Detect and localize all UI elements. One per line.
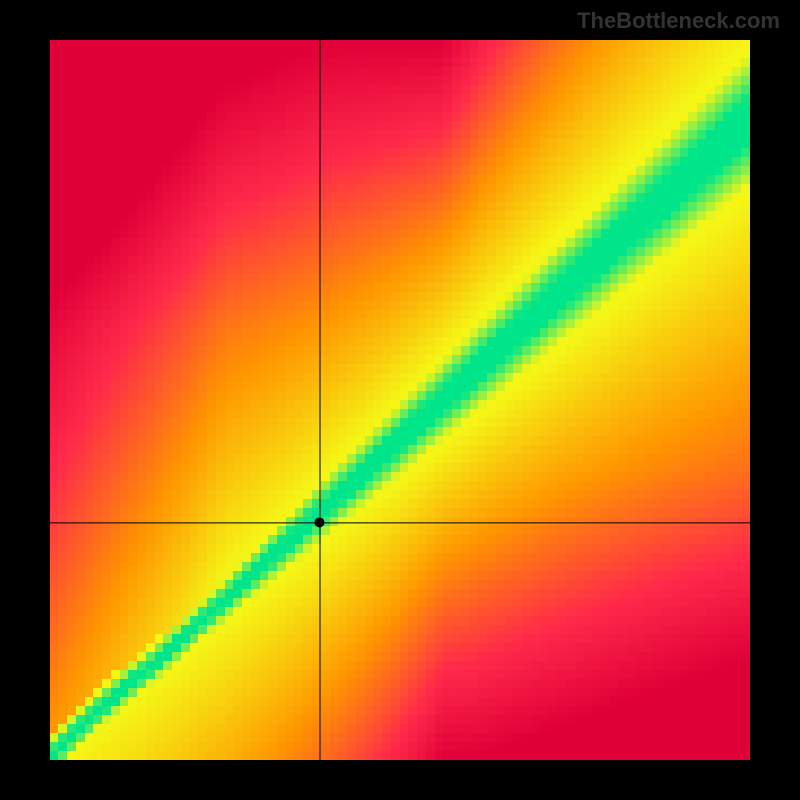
chart-container: TheBottleneck.com <box>0 0 800 800</box>
plot-area <box>50 40 750 760</box>
heatmap-canvas <box>50 40 750 760</box>
watermark-text: TheBottleneck.com <box>577 8 780 34</box>
